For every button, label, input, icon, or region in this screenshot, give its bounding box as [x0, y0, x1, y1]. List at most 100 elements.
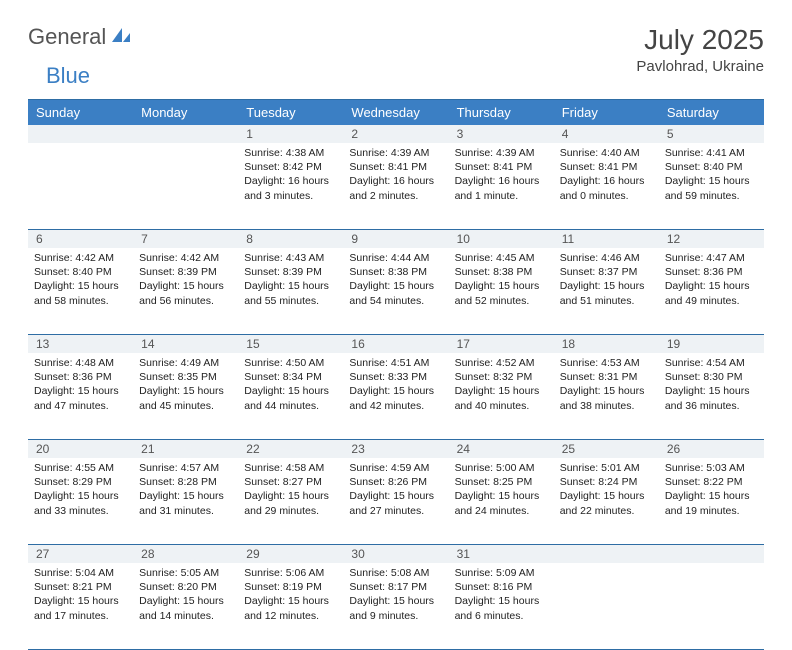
day-cell: [554, 563, 659, 649]
daylight-line: Daylight: 15 hours and 29 minutes.: [244, 489, 337, 517]
day-number: 14: [133, 335, 238, 353]
sunset-line: Sunset: 8:19 PM: [244, 580, 337, 594]
day-cell: Sunrise: 4:38 AMSunset: 8:42 PMDaylight:…: [238, 143, 343, 229]
day-number: 19: [659, 335, 764, 353]
sunrise-line: Sunrise: 4:39 AM: [349, 146, 442, 160]
day-header-cell: Thursday: [449, 100, 554, 125]
day-number: 26: [659, 440, 764, 458]
day-number: [28, 125, 133, 143]
sunset-line: Sunset: 8:27 PM: [244, 475, 337, 489]
sunrise-line: Sunrise: 4:38 AM: [244, 146, 337, 160]
day-header-cell: Monday: [133, 100, 238, 125]
day-cell: Sunrise: 4:59 AMSunset: 8:26 PMDaylight:…: [343, 458, 448, 544]
day-cell: Sunrise: 5:04 AMSunset: 8:21 PMDaylight:…: [28, 563, 133, 649]
day-cell: Sunrise: 5:06 AMSunset: 8:19 PMDaylight:…: [238, 563, 343, 649]
day-number: 11: [554, 230, 659, 248]
day-cell: Sunrise: 4:48 AMSunset: 8:36 PMDaylight:…: [28, 353, 133, 439]
sunrise-line: Sunrise: 4:58 AM: [244, 461, 337, 475]
sunset-line: Sunset: 8:17 PM: [349, 580, 442, 594]
daylight-line: Daylight: 15 hours and 38 minutes.: [560, 384, 653, 412]
day-number-row: 6789101112: [28, 230, 764, 248]
daylight-line: Daylight: 15 hours and 27 minutes.: [349, 489, 442, 517]
daylight-line: Daylight: 15 hours and 54 minutes.: [349, 279, 442, 307]
sunset-line: Sunset: 8:29 PM: [34, 475, 127, 489]
day-number: 23: [343, 440, 448, 458]
day-number: 28: [133, 545, 238, 563]
daylight-line: Daylight: 15 hours and 6 minutes.: [455, 594, 548, 622]
daylight-line: Daylight: 15 hours and 52 minutes.: [455, 279, 548, 307]
day-cell: Sunrise: 5:09 AMSunset: 8:16 PMDaylight:…: [449, 563, 554, 649]
sunset-line: Sunset: 8:31 PM: [560, 370, 653, 384]
sunset-line: Sunset: 8:16 PM: [455, 580, 548, 594]
sunset-line: Sunset: 8:41 PM: [455, 160, 548, 174]
sunset-line: Sunset: 8:34 PM: [244, 370, 337, 384]
daylight-line: Daylight: 15 hours and 56 minutes.: [139, 279, 232, 307]
sunset-line: Sunset: 8:20 PM: [139, 580, 232, 594]
sunrise-line: Sunrise: 4:42 AM: [34, 251, 127, 265]
daylight-line: Daylight: 15 hours and 58 minutes.: [34, 279, 127, 307]
sunset-line: Sunset: 8:42 PM: [244, 160, 337, 174]
sunrise-line: Sunrise: 5:08 AM: [349, 566, 442, 580]
day-cell: Sunrise: 4:42 AMSunset: 8:40 PMDaylight:…: [28, 248, 133, 334]
daylight-line: Daylight: 15 hours and 40 minutes.: [455, 384, 548, 412]
sunrise-line: Sunrise: 4:53 AM: [560, 356, 653, 370]
sunset-line: Sunset: 8:38 PM: [455, 265, 548, 279]
day-cell: Sunrise: 4:57 AMSunset: 8:28 PMDaylight:…: [133, 458, 238, 544]
sunrise-line: Sunrise: 5:00 AM: [455, 461, 548, 475]
day-number: 8: [238, 230, 343, 248]
logo: General: [28, 24, 134, 50]
sunset-line: Sunset: 8:33 PM: [349, 370, 442, 384]
sunset-line: Sunset: 8:39 PM: [139, 265, 232, 279]
sunset-line: Sunset: 8:21 PM: [34, 580, 127, 594]
sunrise-line: Sunrise: 4:54 AM: [665, 356, 758, 370]
daylight-line: Daylight: 15 hours and 51 minutes.: [560, 279, 653, 307]
day-number: 16: [343, 335, 448, 353]
day-cell: Sunrise: 4:45 AMSunset: 8:38 PMDaylight:…: [449, 248, 554, 334]
daylight-line: Daylight: 15 hours and 44 minutes.: [244, 384, 337, 412]
day-cell: Sunrise: 5:01 AMSunset: 8:24 PMDaylight:…: [554, 458, 659, 544]
day-number: 15: [238, 335, 343, 353]
sunset-line: Sunset: 8:26 PM: [349, 475, 442, 489]
sunrise-line: Sunrise: 4:49 AM: [139, 356, 232, 370]
daylight-line: Daylight: 15 hours and 24 minutes.: [455, 489, 548, 517]
day-header-cell: Wednesday: [343, 100, 448, 125]
location: Pavlohrad, Ukraine: [636, 58, 764, 75]
day-cell: Sunrise: 4:43 AMSunset: 8:39 PMDaylight:…: [238, 248, 343, 334]
sunset-line: Sunset: 8:25 PM: [455, 475, 548, 489]
day-cell: Sunrise: 4:58 AMSunset: 8:27 PMDaylight:…: [238, 458, 343, 544]
day-cell: Sunrise: 4:50 AMSunset: 8:34 PMDaylight:…: [238, 353, 343, 439]
day-cell: Sunrise: 4:39 AMSunset: 8:41 PMDaylight:…: [449, 143, 554, 229]
week-row: Sunrise: 5:04 AMSunset: 8:21 PMDaylight:…: [28, 563, 764, 650]
day-cell: Sunrise: 4:40 AMSunset: 8:41 PMDaylight:…: [554, 143, 659, 229]
sunrise-line: Sunrise: 4:52 AM: [455, 356, 548, 370]
day-number-row: 2728293031: [28, 545, 764, 563]
day-number: [133, 125, 238, 143]
day-cell: Sunrise: 4:42 AMSunset: 8:39 PMDaylight:…: [133, 248, 238, 334]
week-row: Sunrise: 4:55 AMSunset: 8:29 PMDaylight:…: [28, 458, 764, 545]
day-number: 25: [554, 440, 659, 458]
sunset-line: Sunset: 8:22 PM: [665, 475, 758, 489]
day-cell: Sunrise: 4:46 AMSunset: 8:37 PMDaylight:…: [554, 248, 659, 334]
day-cell: Sunrise: 4:52 AMSunset: 8:32 PMDaylight:…: [449, 353, 554, 439]
day-cell: Sunrise: 4:47 AMSunset: 8:36 PMDaylight:…: [659, 248, 764, 334]
day-number-row: 13141516171819: [28, 335, 764, 353]
sunset-line: Sunset: 8:41 PM: [349, 160, 442, 174]
daylight-line: Daylight: 15 hours and 59 minutes.: [665, 174, 758, 202]
sunrise-line: Sunrise: 5:09 AM: [455, 566, 548, 580]
sunset-line: Sunset: 8:37 PM: [560, 265, 653, 279]
day-number: 18: [554, 335, 659, 353]
logo-text-blue: Blue: [46, 63, 90, 88]
day-number: 24: [449, 440, 554, 458]
month-title: July 2025: [636, 24, 764, 56]
daylight-line: Daylight: 15 hours and 31 minutes.: [139, 489, 232, 517]
day-cell: Sunrise: 4:54 AMSunset: 8:30 PMDaylight:…: [659, 353, 764, 439]
day-number: 22: [238, 440, 343, 458]
day-number: [659, 545, 764, 563]
day-number: 1: [238, 125, 343, 143]
day-header-cell: Tuesday: [238, 100, 343, 125]
day-number: 29: [238, 545, 343, 563]
daylight-line: Daylight: 16 hours and 0 minutes.: [560, 174, 653, 202]
day-number: 31: [449, 545, 554, 563]
day-number: 27: [28, 545, 133, 563]
sunset-line: Sunset: 8:32 PM: [455, 370, 548, 384]
